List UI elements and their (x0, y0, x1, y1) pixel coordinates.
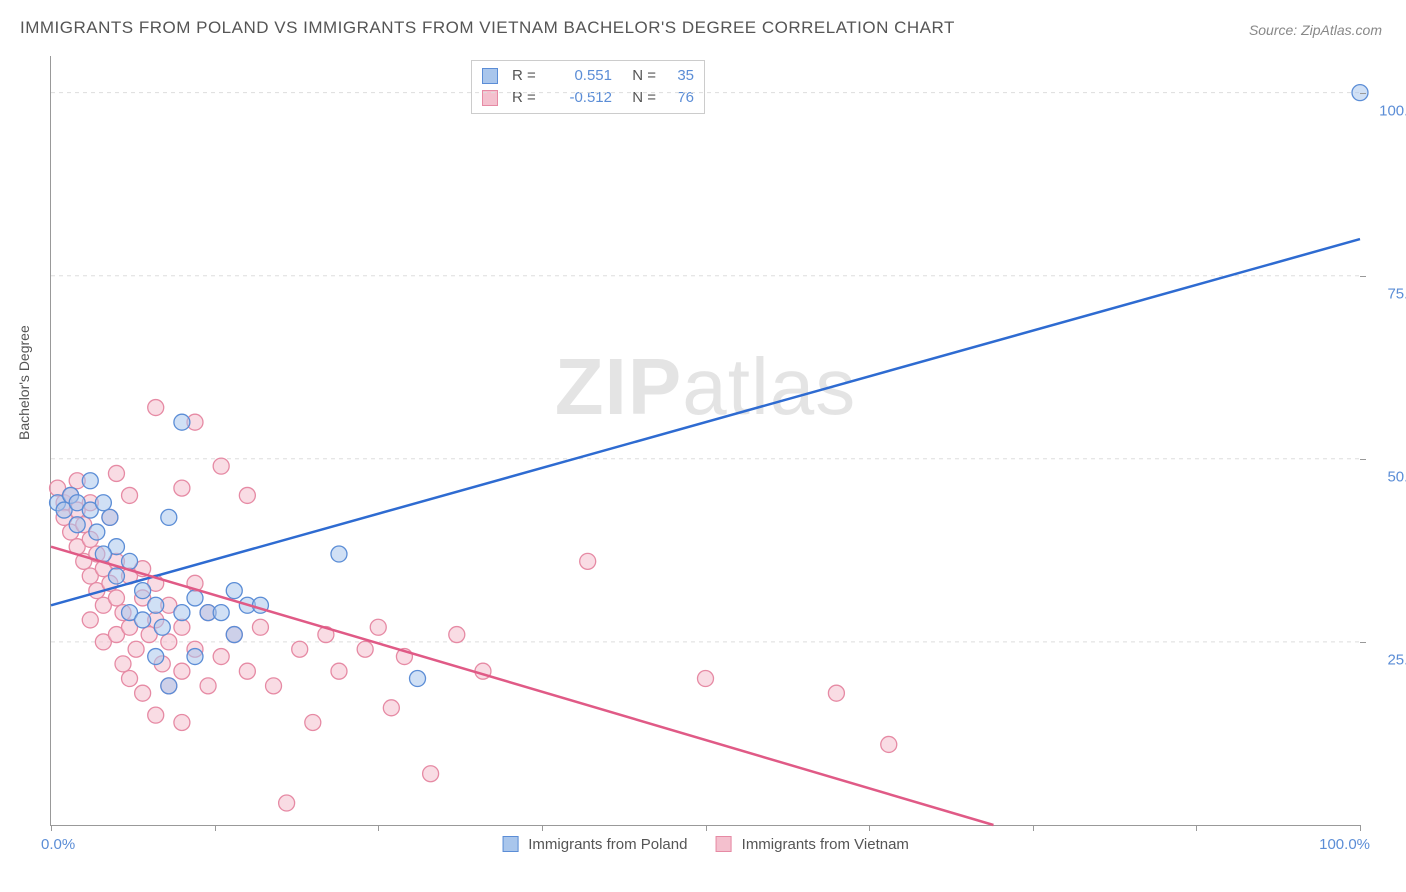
legend-item-poland: Immigrants from Poland (502, 836, 687, 853)
legend-item-vietnam: Immigrants from Vietnam (715, 836, 908, 853)
swatch-poland-icon (502, 836, 518, 852)
x-max-label: 100.0% (1319, 836, 1370, 853)
chart-title: IMMIGRANTS FROM POLAND VS IMMIGRANTS FRO… (20, 18, 955, 38)
source-label: Source: ZipAtlas.com (1249, 22, 1382, 38)
y-axis-label: Bachelor's Degree (16, 325, 32, 440)
plot-area: ZIPatlas R = 0.551 N = 35 R = -0.512 N =… (50, 56, 1360, 826)
swatch-vietnam-icon (715, 836, 731, 852)
x-min-label: 0.0% (41, 836, 75, 853)
series-legend: Immigrants from Poland Immigrants from V… (502, 836, 909, 853)
legend-label: Immigrants from Poland (528, 836, 687, 853)
chart-svg (51, 56, 1360, 825)
legend-label: Immigrants from Vietnam (742, 836, 909, 853)
